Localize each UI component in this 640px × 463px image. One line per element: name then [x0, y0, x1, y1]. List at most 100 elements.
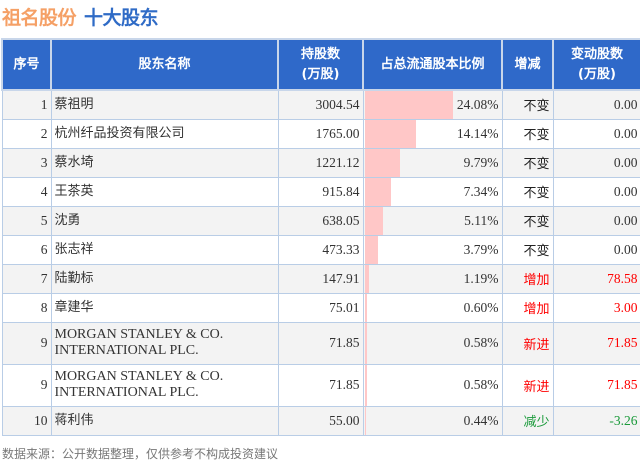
shares-held: 75.01 [277, 292, 364, 323]
header-change-shares: 变动股数 (万股) [552, 38, 640, 91]
ratio-bar [364, 293, 367, 322]
ratio-value: 9.79% [463, 154, 499, 170]
row-index: 3 [1, 147, 52, 178]
shares-held: 71.85 [277, 321, 364, 365]
table-row: 8 章建华 75.01 0.60% 增加 3.00 [1, 292, 640, 323]
row-index: 5 [1, 205, 52, 236]
change-shares: 0.00 [552, 234, 640, 265]
shares-held: 71.85 [277, 363, 364, 407]
shares-held: 638.05 [277, 205, 364, 236]
ratio-value: 24.08% [456, 96, 499, 112]
row-index: 1 [1, 89, 52, 120]
ratio-cell: 3.79% [362, 234, 503, 265]
change-shares: 78.58 [552, 263, 640, 294]
change-shares: 0.00 [552, 118, 640, 149]
page-title: 祖名股份 十大股东 [2, 3, 159, 30]
data-source-note: 数据来源：公开数据整理，仅供参考不构成投资建议 [2, 447, 279, 461]
table-row: 2 杭州纤品投资有限公司 1765.00 14.14% 不变 0.00 [1, 118, 640, 149]
ratio-cell: 0.58% [362, 321, 503, 365]
ratio-cell: 5.11% [362, 205, 503, 236]
change-status: 新进 [501, 321, 554, 365]
ratio-cell: 1.19% [362, 263, 503, 294]
ratio-bar [364, 91, 453, 119]
shareholder-name: 王茶英 [50, 176, 279, 207]
ratio-bar [364, 148, 401, 177]
change-shares: 0.00 [552, 176, 640, 207]
change-status: 新进 [501, 363, 554, 407]
ratio-cell: 9.79% [362, 147, 503, 178]
table-row: 9 MORGAN STANLEY & CO. INTERNATIONAL PLC.… [1, 321, 640, 365]
table-header: 序号 股东名称 持股数 (万股) 占总流通股本比例 增减 变动股数 (万股) [1, 38, 640, 91]
shareholder-name: 杭州纤品投资有限公司 [50, 118, 279, 149]
shareholders-table: 序号 股东名称 持股数 (万股) 占总流通股本比例 增减 变动股数 (万股) 1… [1, 38, 640, 436]
shareholder-name: 张志祥 [50, 234, 279, 265]
ratio-bar [364, 119, 417, 148]
shares-held: 147.91 [277, 263, 364, 294]
row-index: 6 [1, 234, 52, 265]
header-ratio: 占总流通股本比例 [362, 38, 503, 91]
ratio-value: 0.58% [463, 377, 499, 392]
table-row: 1 蔡祖明 3004.54 24.08% 不变 0.00 [1, 89, 640, 120]
row-index: 9 [1, 363, 52, 407]
ratio-value: 14.14% [456, 125, 499, 141]
change-status: 不变 [501, 205, 554, 236]
ratio-cell: 14.14% [362, 118, 503, 149]
shares-held: 473.33 [277, 234, 364, 265]
row-index: 8 [1, 292, 52, 323]
shareholder-name: 章建华 [50, 292, 279, 323]
shareholder-name: 沈勇 [50, 205, 279, 236]
change-status: 增加 [501, 292, 554, 323]
ratio-value: 0.44% [463, 412, 499, 428]
ratio-value: 1.19% [463, 270, 499, 286]
row-index: 2 [1, 118, 52, 149]
shareholder-name: 蔡祖明 [50, 89, 279, 120]
ratio-cell: 0.60% [362, 292, 503, 323]
shareholder-name: 蔡水埼 [50, 147, 279, 178]
shares-held: 915.84 [277, 176, 364, 207]
company-name: 祖名股份 [2, 7, 77, 29]
ratio-value: 0.58% [463, 335, 499, 350]
ratio-bar [364, 322, 367, 364]
change-shares: 0.00 [552, 89, 640, 120]
header-index: 序号 [1, 38, 52, 91]
shares-held: 55.00 [277, 405, 364, 436]
change-status: 不变 [501, 118, 554, 149]
ratio-bar [364, 264, 369, 293]
change-status: 不变 [501, 89, 554, 120]
ratio-cell: 0.44% [362, 405, 503, 436]
table-row: 6 张志祥 473.33 3.79% 不变 0.00 [1, 234, 640, 265]
table-row: 5 沈勇 638.05 5.11% 不变 0.00 [1, 205, 640, 236]
ratio-bar [364, 406, 367, 435]
row-index: 4 [1, 176, 52, 207]
ratio-value: 5.11% [464, 212, 499, 228]
change-status: 不变 [501, 147, 554, 178]
shares-held: 1765.00 [277, 118, 364, 149]
ratio-bar [364, 206, 384, 235]
ratio-cell: 24.08% [362, 89, 503, 120]
ratio-value: 0.60% [463, 299, 499, 315]
ratio-cell: 7.34% [362, 176, 503, 207]
change-shares: 0.00 [552, 205, 640, 236]
change-shares: 71.85 [552, 363, 640, 407]
change-shares: 3.00 [552, 292, 640, 323]
table-row: 10 蒋利伟 55.00 0.44% 减少 -3.26 [1, 405, 640, 436]
change-status: 增加 [501, 263, 554, 294]
row-index: 9 [1, 321, 52, 365]
shares-held: 1221.12 [277, 147, 364, 178]
row-index: 10 [1, 405, 52, 436]
ratio-bar [364, 364, 367, 406]
ratio-value: 3.79% [463, 241, 499, 257]
change-status: 减少 [501, 405, 554, 436]
table-row: 9 MORGAN STANLEY & CO. INTERNATIONAL PLC.… [1, 363, 640, 407]
change-shares: 0.00 [552, 147, 640, 178]
change-status: 不变 [501, 176, 554, 207]
change-shares: -3.26 [552, 405, 640, 436]
table-row: 7 陆勤标 147.91 1.19% 增加 78.58 [1, 263, 640, 294]
ratio-cell: 0.58% [362, 363, 503, 407]
shareholder-name: 蒋利伟 [50, 405, 279, 436]
header-shares: 持股数 (万股) [277, 38, 364, 91]
shareholder-name: MORGAN STANLEY & CO. INTERNATIONAL PLC. [50, 363, 279, 407]
table-row: 4 王茶英 915.84 7.34% 不变 0.00 [1, 176, 640, 207]
row-index: 7 [1, 263, 52, 294]
change-shares: 71.85 [552, 321, 640, 365]
